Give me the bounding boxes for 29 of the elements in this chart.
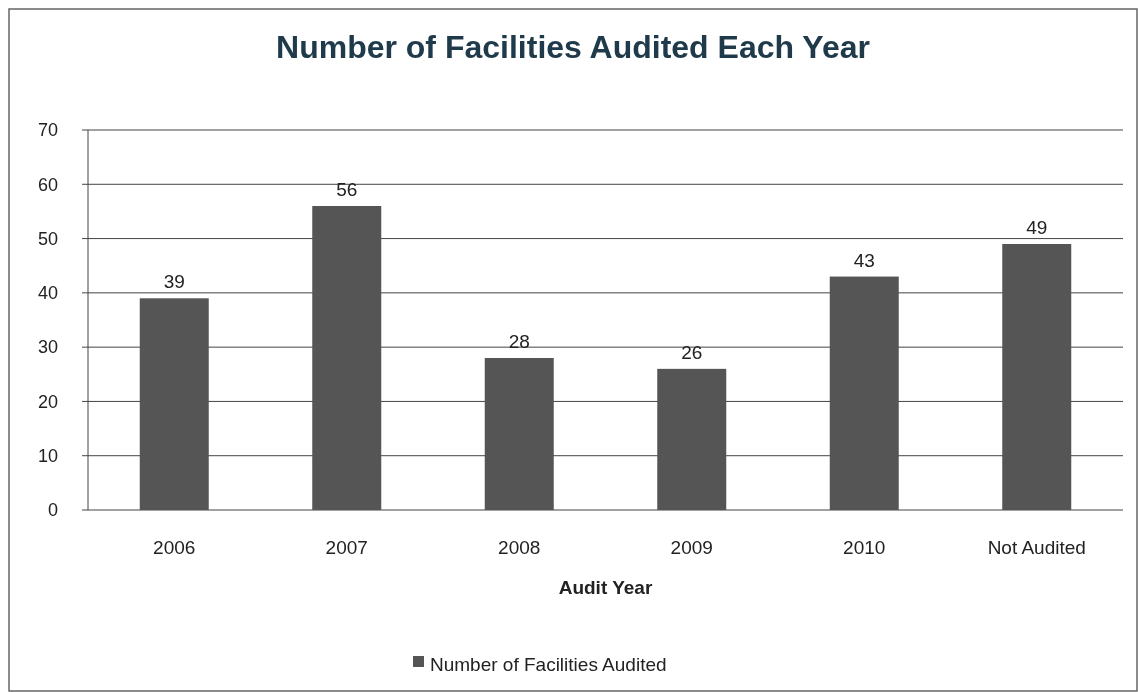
data-label: 49 <box>1026 217 1048 238</box>
chart-title: Number of Facilities Audited Each Year <box>276 29 870 65</box>
y-tick-label: 40 <box>37 283 58 304</box>
x-tick-label: 2008 <box>498 537 541 558</box>
y-tick-label: 70 <box>37 120 58 141</box>
bar <box>1002 244 1072 510</box>
data-label: 26 <box>681 341 703 363</box>
x-tick-label: 2006 <box>153 537 196 558</box>
bar <box>312 206 382 510</box>
data-label: 39 <box>163 271 185 293</box>
y-tick-label: 50 <box>37 228 58 249</box>
y-tick-label: 10 <box>37 446 58 467</box>
y-tick-label: 20 <box>37 391 58 412</box>
x-tick-label: Not Audited <box>987 537 1086 558</box>
y-tick-label: 60 <box>37 174 58 195</box>
x-tick-label: 2010 <box>843 537 886 558</box>
x-tick-label: 2007 <box>325 537 368 558</box>
bar <box>484 358 554 510</box>
legend-label: Number of Facilities Audited <box>430 653 667 675</box>
data-label: 28 <box>508 331 530 352</box>
data-label: 56 <box>336 179 358 200</box>
y-tick-label: 0 <box>47 500 58 521</box>
x-tick-label: 2009 <box>670 537 713 558</box>
data-label: 43 <box>853 249 875 271</box>
bar <box>139 298 209 510</box>
bar <box>657 368 727 510</box>
y-tick-label: 30 <box>37 337 58 358</box>
x-axis-title: Audit Year <box>558 577 653 598</box>
bar <box>829 276 899 510</box>
